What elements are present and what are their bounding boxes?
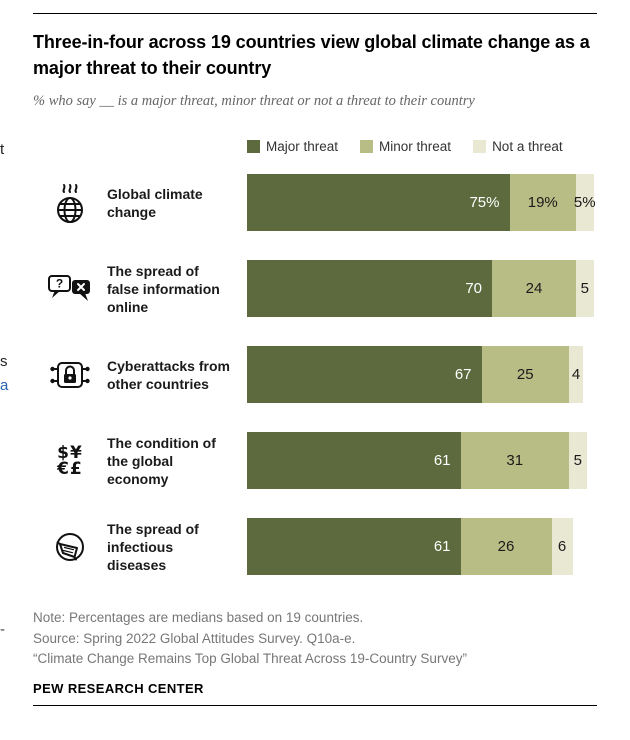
bar-value: 24 [525,280,543,297]
top-rule [33,13,597,14]
face-mask-icon [33,527,107,567]
source-line: Source: Spring 2022 Global Attitudes Sur… [33,630,356,646]
chart-title: Three-in-four across 19 countries view g… [33,32,590,78]
bar-segment-major: 61 [247,518,461,575]
bar-segment-major: 61 [247,432,461,489]
bar-value: 25 [516,366,534,383]
bar-segment-minor: 19% [509,174,576,231]
bar-segment-minor: 26 [460,518,552,575]
clipped-edge-link-text[interactable]: a [0,377,9,394]
clipped-edge-text: - [0,621,5,638]
stacked-bar: 75% 19% 5% [247,174,597,231]
bar-value: 6 [557,538,567,555]
chart-row-economy: $¥ €£ The condition of the global econom… [33,432,597,489]
bar-value: 70 [465,280,482,297]
padlock-circuit-icon [33,355,107,395]
bar-value: 5% [573,194,596,211]
bar-value: 19% [527,194,558,211]
category-label: The spread of infectious diseases [107,520,199,573]
legend-swatch-major [247,140,260,153]
currency-symbols-icon: $¥ €£ [33,442,107,479]
bar-value: 5 [580,280,589,297]
bar-value: 5 [573,452,582,469]
stacked-bar: 61 26 6 [247,518,597,575]
speech-bubbles-false-info-icon: ? [33,271,107,307]
legend-swatch-minor [360,140,374,153]
clipped-edge-text: t [0,141,5,158]
pew-research-center-wordmark: PEW RESEARCH CENTER [33,680,204,696]
bar-segment-minor: 31 [460,432,569,489]
report-title-line: “Climate Change Remains Top Global Threa… [33,651,467,666]
legend-label: Minor threat [379,139,452,154]
clipped-edge-text: s [0,353,8,370]
bar-value: 61 [433,452,451,469]
legend-item-major: Major threat [247,139,338,154]
stacked-bar: 67 25 4 [247,346,597,403]
chart-notes: Note: Percentages are medians based on 1… [33,608,597,670]
category-label: The spread of false information online [107,262,220,315]
bar-segment-major: 75% [247,174,510,231]
bottom-rule [33,704,597,706]
bar-segment-not-a-threat: 6 [551,518,573,575]
legend: Major threat Minor threat Not a threat [247,139,597,154]
chart-row-climate: Global climate change 75% 19% 5% [33,174,597,231]
chart-page: Three-in-four across 19 countries view g… [33,0,597,706]
bar-value: 4 [571,366,581,383]
legend-swatch-not [473,140,487,153]
legend-label: Major threat [266,139,339,154]
bar-segment-not-a-threat: 5% [573,174,596,231]
bar-value: 75% [469,194,500,211]
currency-line: $¥ [57,442,83,463]
bar-value: 26 [497,538,515,555]
bar-value: 67 [454,366,472,383]
legend-item-not: Not a threat [473,139,563,154]
bar-segment-major: 67 [247,346,482,403]
category-label: The condition of the global economy [107,434,216,487]
question-mark-glyph: ? [56,276,63,290]
chart-row-false-information: ? The spread of false information online… [33,260,597,317]
legend-item-minor: Minor threat [360,139,451,154]
bar-segment-not-a-threat: 4 [569,346,583,403]
bar-segment-minor: 24 [492,260,576,317]
category-label: Cyberattacks from other countries [107,357,230,392]
bar-segment-not-a-threat: 5 [576,260,594,317]
stacked-bar: 61 31 5 [247,432,597,489]
bar-segment-minor: 25 [481,346,569,403]
note-line: Note: Percentages are medians based on 1… [33,610,364,625]
chart-row-cyberattacks: Cyberattacks from other countries 67 25 … [33,346,597,403]
stacked-bar: 70 24 5 [247,260,597,317]
bar-value: 61 [433,538,451,555]
currency-line: €£ [57,458,83,479]
bar-value: 31 [506,452,524,469]
category-label: Global climate change [107,185,203,220]
bar-rows: Global climate change 75% 19% 5% ? The s… [33,174,597,575]
bar-segment-not-a-threat: 5 [569,432,587,489]
bar-segment-major: 70 [247,260,492,317]
globe-steam-icon [33,181,107,225]
legend-label: Not a threat [492,139,563,154]
chart-row-infectious-diseases: The spread of infectious diseases 61 26 … [33,518,597,575]
chart-subtitle: % who say __ is a major threat, minor th… [33,93,475,109]
